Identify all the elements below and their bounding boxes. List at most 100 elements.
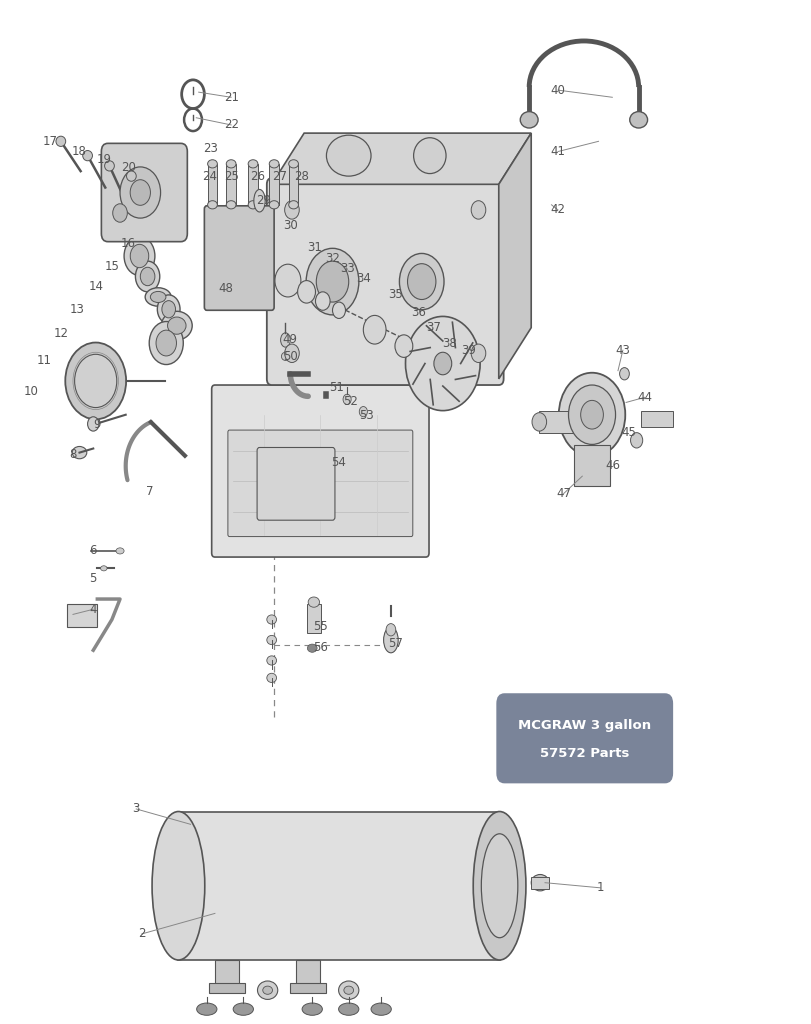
Text: 49: 49	[283, 334, 298, 346]
Ellipse shape	[208, 201, 217, 209]
Text: 56: 56	[313, 641, 328, 653]
Ellipse shape	[88, 417, 99, 431]
Ellipse shape	[116, 548, 124, 554]
Text: 54: 54	[332, 457, 346, 469]
Text: 18: 18	[72, 145, 87, 158]
Text: 6: 6	[89, 545, 97, 557]
Text: 38: 38	[442, 337, 457, 349]
Ellipse shape	[298, 281, 315, 303]
Text: 40: 40	[551, 84, 565, 96]
Text: 8: 8	[69, 449, 77, 461]
Ellipse shape	[226, 201, 236, 209]
FancyBboxPatch shape	[101, 143, 187, 242]
Text: 47: 47	[556, 487, 571, 500]
Ellipse shape	[386, 624, 396, 636]
Ellipse shape	[124, 237, 155, 275]
Ellipse shape	[339, 1004, 358, 1015]
Text: 42: 42	[551, 204, 565, 216]
Ellipse shape	[248, 160, 258, 168]
Text: 2: 2	[138, 928, 146, 940]
Ellipse shape	[333, 302, 345, 318]
Text: 24: 24	[202, 170, 217, 182]
Ellipse shape	[83, 151, 92, 161]
Bar	[641, 411, 673, 427]
Ellipse shape	[226, 160, 236, 168]
FancyBboxPatch shape	[496, 693, 673, 783]
Text: 31: 31	[307, 242, 322, 254]
Ellipse shape	[263, 986, 272, 994]
Text: 28: 28	[294, 170, 309, 182]
Ellipse shape	[371, 1004, 391, 1015]
Text: 22: 22	[224, 119, 238, 131]
Text: 15: 15	[105, 260, 119, 272]
Bar	[296, 961, 320, 989]
Ellipse shape	[150, 292, 166, 302]
Ellipse shape	[275, 264, 301, 297]
Text: 44: 44	[637, 391, 652, 403]
Ellipse shape	[161, 311, 192, 340]
Text: 57572 Parts: 57572 Parts	[540, 748, 629, 760]
Text: 12: 12	[54, 328, 68, 340]
Bar	[208, 164, 217, 205]
Ellipse shape	[531, 874, 549, 891]
FancyBboxPatch shape	[257, 447, 335, 520]
Ellipse shape	[631, 433, 642, 449]
Ellipse shape	[408, 264, 436, 299]
Ellipse shape	[72, 446, 87, 459]
Text: 46: 46	[606, 460, 620, 472]
Text: 41: 41	[551, 145, 565, 158]
Text: 3: 3	[132, 803, 140, 815]
Ellipse shape	[168, 317, 186, 334]
Text: 27: 27	[272, 170, 287, 182]
Ellipse shape	[248, 201, 258, 209]
Ellipse shape	[267, 674, 277, 683]
Bar	[178, 811, 500, 961]
Text: 17: 17	[43, 135, 58, 147]
Bar	[215, 961, 239, 989]
Bar	[539, 411, 576, 433]
Ellipse shape	[105, 161, 114, 171]
Ellipse shape	[135, 261, 160, 292]
Ellipse shape	[384, 627, 398, 653]
Bar	[209, 983, 245, 993]
Text: 57: 57	[388, 637, 403, 649]
Ellipse shape	[289, 160, 298, 168]
Ellipse shape	[316, 261, 349, 302]
Bar	[269, 164, 279, 205]
Bar	[67, 604, 97, 627]
FancyBboxPatch shape	[267, 178, 504, 385]
Bar	[307, 604, 321, 633]
Text: 14: 14	[88, 281, 103, 293]
Ellipse shape	[281, 352, 290, 360]
Text: 37: 37	[427, 322, 441, 334]
Ellipse shape	[339, 981, 358, 999]
Text: 29: 29	[256, 195, 271, 207]
Ellipse shape	[343, 394, 351, 404]
Text: 39: 39	[461, 344, 476, 356]
Text: 25: 25	[224, 170, 238, 182]
Ellipse shape	[289, 201, 298, 209]
Text: 9: 9	[93, 419, 101, 431]
Text: 32: 32	[325, 252, 340, 264]
Ellipse shape	[581, 400, 603, 429]
Ellipse shape	[285, 201, 299, 219]
Text: MCGRAW 3 gallon: MCGRAW 3 gallon	[518, 719, 651, 732]
Ellipse shape	[559, 373, 625, 457]
FancyBboxPatch shape	[204, 206, 274, 310]
Ellipse shape	[267, 635, 277, 645]
Ellipse shape	[56, 136, 66, 146]
Ellipse shape	[197, 1004, 217, 1015]
Text: 7: 7	[146, 485, 154, 498]
Ellipse shape	[308, 597, 320, 607]
Bar	[248, 164, 258, 205]
Polygon shape	[272, 133, 531, 184]
FancyBboxPatch shape	[228, 430, 413, 537]
Bar	[290, 983, 326, 993]
Ellipse shape	[285, 344, 299, 362]
Text: 5: 5	[89, 572, 97, 585]
Ellipse shape	[281, 333, 290, 347]
Text: 53: 53	[359, 410, 374, 422]
Text: 51: 51	[329, 381, 344, 393]
Ellipse shape	[127, 171, 136, 181]
Ellipse shape	[471, 344, 486, 362]
